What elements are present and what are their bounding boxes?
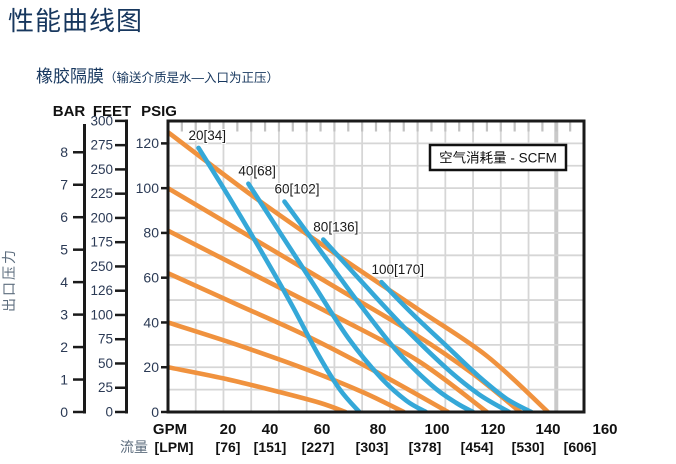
grid-layer	[169, 122, 583, 412]
bar-axis-tick-label: 8	[60, 144, 68, 160]
gpm-tick-label: 120	[480, 421, 505, 438]
feet-axis-title: FEET	[93, 103, 131, 120]
bar-axis-tick-label: 7	[60, 177, 68, 193]
page-title: 性能曲线图	[8, 6, 144, 36]
feet-axis-tick-label: 250	[90, 162, 113, 177]
pressure-curve	[168, 129, 551, 414]
lpm-tick-label: [227]	[302, 439, 335, 455]
lpm-tick-label: [454]	[461, 439, 494, 455]
air-consumption-curve	[282, 199, 476, 414]
air-curve-label: 80[136]	[313, 220, 358, 235]
outlet-pressure-axis-label: 出口压力	[1, 248, 17, 312]
lpm-tick-label: [303]	[356, 439, 389, 455]
bar-axis-tick-label: 3	[60, 306, 68, 322]
lpm-tick-label: [378]	[409, 439, 442, 455]
bar-axis-tick-label: 1	[60, 371, 68, 387]
pressure-curve	[168, 270, 451, 414]
psig-axis-tick-label: 100	[136, 180, 160, 196]
air-curve-label: 40[68]	[238, 164, 276, 179]
axis-ticks-layer: 8765432103002752502252001752501261007550…	[60, 113, 167, 420]
curve-labels-layer: 20[34] 40[68] 60[102] 80[136] 100[170]	[188, 127, 426, 278]
gpm-unit-label: GPM	[153, 421, 187, 438]
bar-axis-tick-label: 2	[60, 339, 68, 355]
bar-axis-tick-label: 0	[60, 404, 68, 420]
psig-axis-tick-label: 40	[143, 314, 159, 330]
bar-axis-tick-label: 5	[60, 241, 68, 257]
lpm-tick-label: [606]	[564, 439, 597, 455]
plot-area-border	[166, 119, 586, 414]
bar-axis-tick-label: 4	[60, 274, 68, 290]
lpm-tick-label: [151]	[254, 439, 287, 455]
psig-axis-title: PSIG	[141, 103, 177, 120]
feet-axis-tick-label: 100	[90, 307, 113, 322]
gpm-tick-label: 40	[262, 421, 279, 438]
psig-axis-tick-label: 20	[143, 359, 159, 375]
legend-box	[428, 143, 568, 172]
curves-layer	[168, 129, 551, 414]
gpm-tick-label: 80	[370, 421, 387, 438]
feet-axis-tick-label: 126	[90, 283, 113, 298]
legend-label: 空气消耗量 - SCFM	[439, 151, 557, 166]
x-tick-labels-layer: 20 40 60 80 100 120 140 160 [76] [151] [227] [303] […	[216, 421, 618, 455]
feet-axis-tick-label: 50	[98, 356, 113, 371]
air-curve-label: 100[170]	[372, 262, 425, 277]
gpm-tick-label: 100	[424, 421, 449, 438]
psig-axis-tick-label: 60	[143, 269, 159, 285]
feet-axis-tick-label: 0	[105, 405, 113, 420]
psig-axis-tick-label: 120	[136, 135, 160, 151]
psig-axis-tick-label: 0	[151, 404, 159, 420]
bar-axis-tick-label: 6	[60, 209, 68, 225]
flow-rate-label: 流量	[120, 439, 148, 455]
bar-axis-title: BAR	[53, 103, 86, 120]
air-consumption-curve	[196, 145, 362, 414]
air-curve-label: 20[34]	[189, 128, 227, 143]
gpm-tick-label: 160	[592, 421, 617, 438]
air-curve-label: 60[102]	[275, 182, 320, 197]
feet-axis-tick-label: 275	[90, 138, 113, 153]
medium-condition-note: （输送介质是水—入口为正压）	[104, 71, 280, 85]
air-consumption-curve	[246, 181, 429, 414]
pressure-curve	[168, 364, 348, 414]
gpm-tick-label: 20	[220, 421, 237, 438]
feet-axis-tick-label: 200	[90, 210, 113, 225]
feet-axis-tick-label: 250	[90, 259, 113, 274]
feet-axis-tick-label: 75	[98, 332, 113, 347]
section-heading-line: 橡胶隔膜（输送介质是水—入口为正压）	[36, 62, 279, 87]
feet-axis-tick-label: 175	[90, 235, 113, 250]
gpm-tick-label: 140	[535, 421, 560, 438]
air-consumption-curve	[379, 279, 534, 414]
diaphragm-type-heading: 橡胶隔膜	[36, 67, 104, 86]
feet-axis-tick-label: 25	[98, 380, 113, 395]
feet-axis-tick-label: 225	[90, 186, 113, 201]
psig-axis-tick-label: 80	[143, 225, 159, 241]
lpm-unit-label: [LPM]	[155, 439, 194, 455]
gpm-tick-label: 60	[314, 421, 331, 438]
lpm-tick-label: [530]	[512, 439, 545, 455]
feet-axis-tick-label: 300	[90, 113, 113, 128]
air-consumption-curve	[321, 237, 512, 414]
pressure-curve	[168, 320, 406, 414]
lpm-tick-label: [76]	[216, 439, 241, 455]
